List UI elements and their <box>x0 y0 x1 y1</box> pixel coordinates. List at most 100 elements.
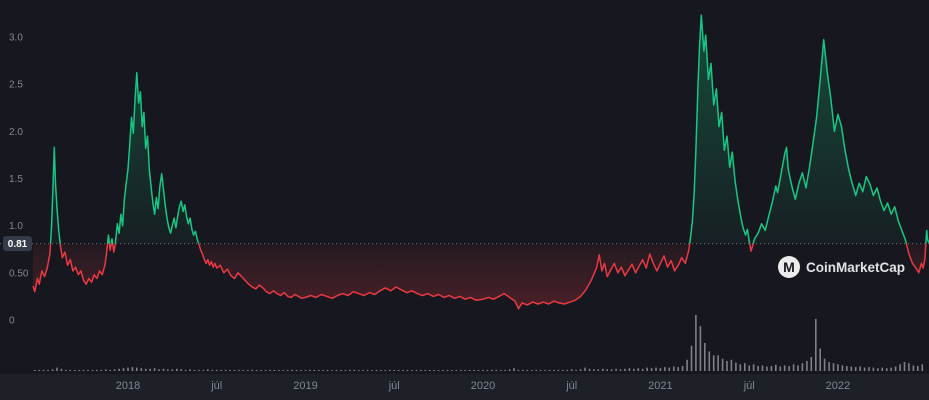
x-axis-tick-label: júl <box>210 380 222 392</box>
y-axis-tick-label: 1.5 <box>9 174 23 185</box>
volume-bar <box>522 369 524 371</box>
volume-bar <box>193 369 196 371</box>
volume-bar <box>60 368 63 371</box>
volume-bar <box>428 370 431 371</box>
volume-bar <box>207 369 209 371</box>
volume-bar <box>375 370 378 371</box>
volume-bar <box>593 369 595 371</box>
volume-bar <box>180 369 182 371</box>
volume-bar <box>695 315 697 371</box>
volume-bar <box>899 364 901 371</box>
y-axis-tick-label: 3.0 <box>9 33 23 44</box>
volume-bar <box>286 370 289 371</box>
volume-bar <box>477 370 480 371</box>
price-line-down <box>32 243 927 310</box>
volume-bar <box>78 370 80 371</box>
volume-bar <box>908 363 910 371</box>
volume-bar <box>562 369 564 371</box>
y-axis-tick-label: 2.5 <box>9 80 23 91</box>
volume-bar <box>269 369 271 371</box>
volume-bar <box>105 369 107 371</box>
volume-bar <box>810 357 813 371</box>
volume-bar <box>56 367 58 371</box>
volume-bar <box>42 369 45 371</box>
volume-bar <box>224 369 227 371</box>
volume-bar <box>229 370 231 371</box>
volume-bar <box>917 366 919 371</box>
volume-bar <box>73 370 76 371</box>
volume-bar <box>801 363 804 371</box>
volume-bar <box>539 370 542 371</box>
volume-bar <box>610 369 613 371</box>
y-axis-labels: 3.0 2.5 2.0 1.5 1.0 0.50 0 <box>9 33 29 327</box>
volume-bar <box>832 363 835 371</box>
volume-bar <box>127 367 129 371</box>
volume-bar <box>553 370 555 371</box>
x-axis-tick-label: júl <box>565 380 577 392</box>
volume-bar <box>455 370 458 371</box>
volume-bar <box>140 368 143 371</box>
volume-bar <box>255 370 258 371</box>
volume-bar <box>344 370 347 371</box>
volume-bar <box>570 369 573 371</box>
volume-bar <box>517 369 520 371</box>
volume-bar <box>903 362 906 371</box>
volume-bar <box>215 369 218 371</box>
volume-bar <box>384 370 387 371</box>
coinmarketcap-watermark: M CoinMarketCap <box>778 256 905 278</box>
volume-bar <box>242 370 245 371</box>
volume-bar <box>704 343 706 371</box>
volume-bar <box>353 369 356 371</box>
volume-bar <box>792 364 795 371</box>
y-axis-tick-label: 2.0 <box>9 127 23 138</box>
volume-bar <box>362 370 364 371</box>
volume-bar <box>149 368 151 371</box>
volume-bar <box>38 370 40 371</box>
volume-bar <box>260 370 262 371</box>
volume-bar <box>264 370 267 371</box>
volume-bar <box>442 369 444 371</box>
volume-bar <box>806 360 808 371</box>
volume-bar <box>91 370 94 371</box>
volume-bar <box>619 369 622 371</box>
volume-bar <box>189 369 191 371</box>
volume-bar <box>597 369 600 371</box>
volume-bar <box>841 365 844 371</box>
volume-bar <box>615 368 617 371</box>
volume-bar <box>322 370 324 371</box>
volume-bar <box>655 367 657 371</box>
x-axis-strip <box>0 374 929 400</box>
volume-bar <box>131 367 134 371</box>
volume-bar <box>761 365 764 371</box>
x-axis-tick-label: 2019 <box>293 380 317 392</box>
volume-bar <box>752 364 755 371</box>
volume-bar <box>357 370 360 371</box>
volume-bar <box>699 326 702 371</box>
volume-bar <box>641 368 644 371</box>
volume-bar <box>650 368 653 371</box>
volume-bar <box>912 365 915 371</box>
volume-bar <box>588 368 591 371</box>
volume-bar <box>69 369 72 371</box>
volume-bar <box>424 370 427 371</box>
volume-bar <box>779 366 782 371</box>
volume-bar <box>162 368 165 371</box>
volume-bar <box>686 359 688 371</box>
volume-bar <box>797 365 799 371</box>
volume-bar <box>508 369 511 371</box>
volume-bar <box>531 370 533 371</box>
volume-bar <box>637 368 640 371</box>
volume-bar <box>566 369 569 371</box>
volume-bar <box>366 369 369 371</box>
volume-bar <box>326 369 329 371</box>
volume-bar <box>664 367 666 371</box>
y-axis-tick-label: 0 <box>9 316 15 327</box>
volume-bar <box>136 367 138 371</box>
current-price-badge-label: 0.81 <box>8 239 28 250</box>
volume-bar <box>526 370 529 371</box>
volume-bar <box>513 368 515 371</box>
volume-bar <box>921 364 924 371</box>
volume-bar <box>868 367 870 371</box>
volume-bar <box>735 362 737 371</box>
